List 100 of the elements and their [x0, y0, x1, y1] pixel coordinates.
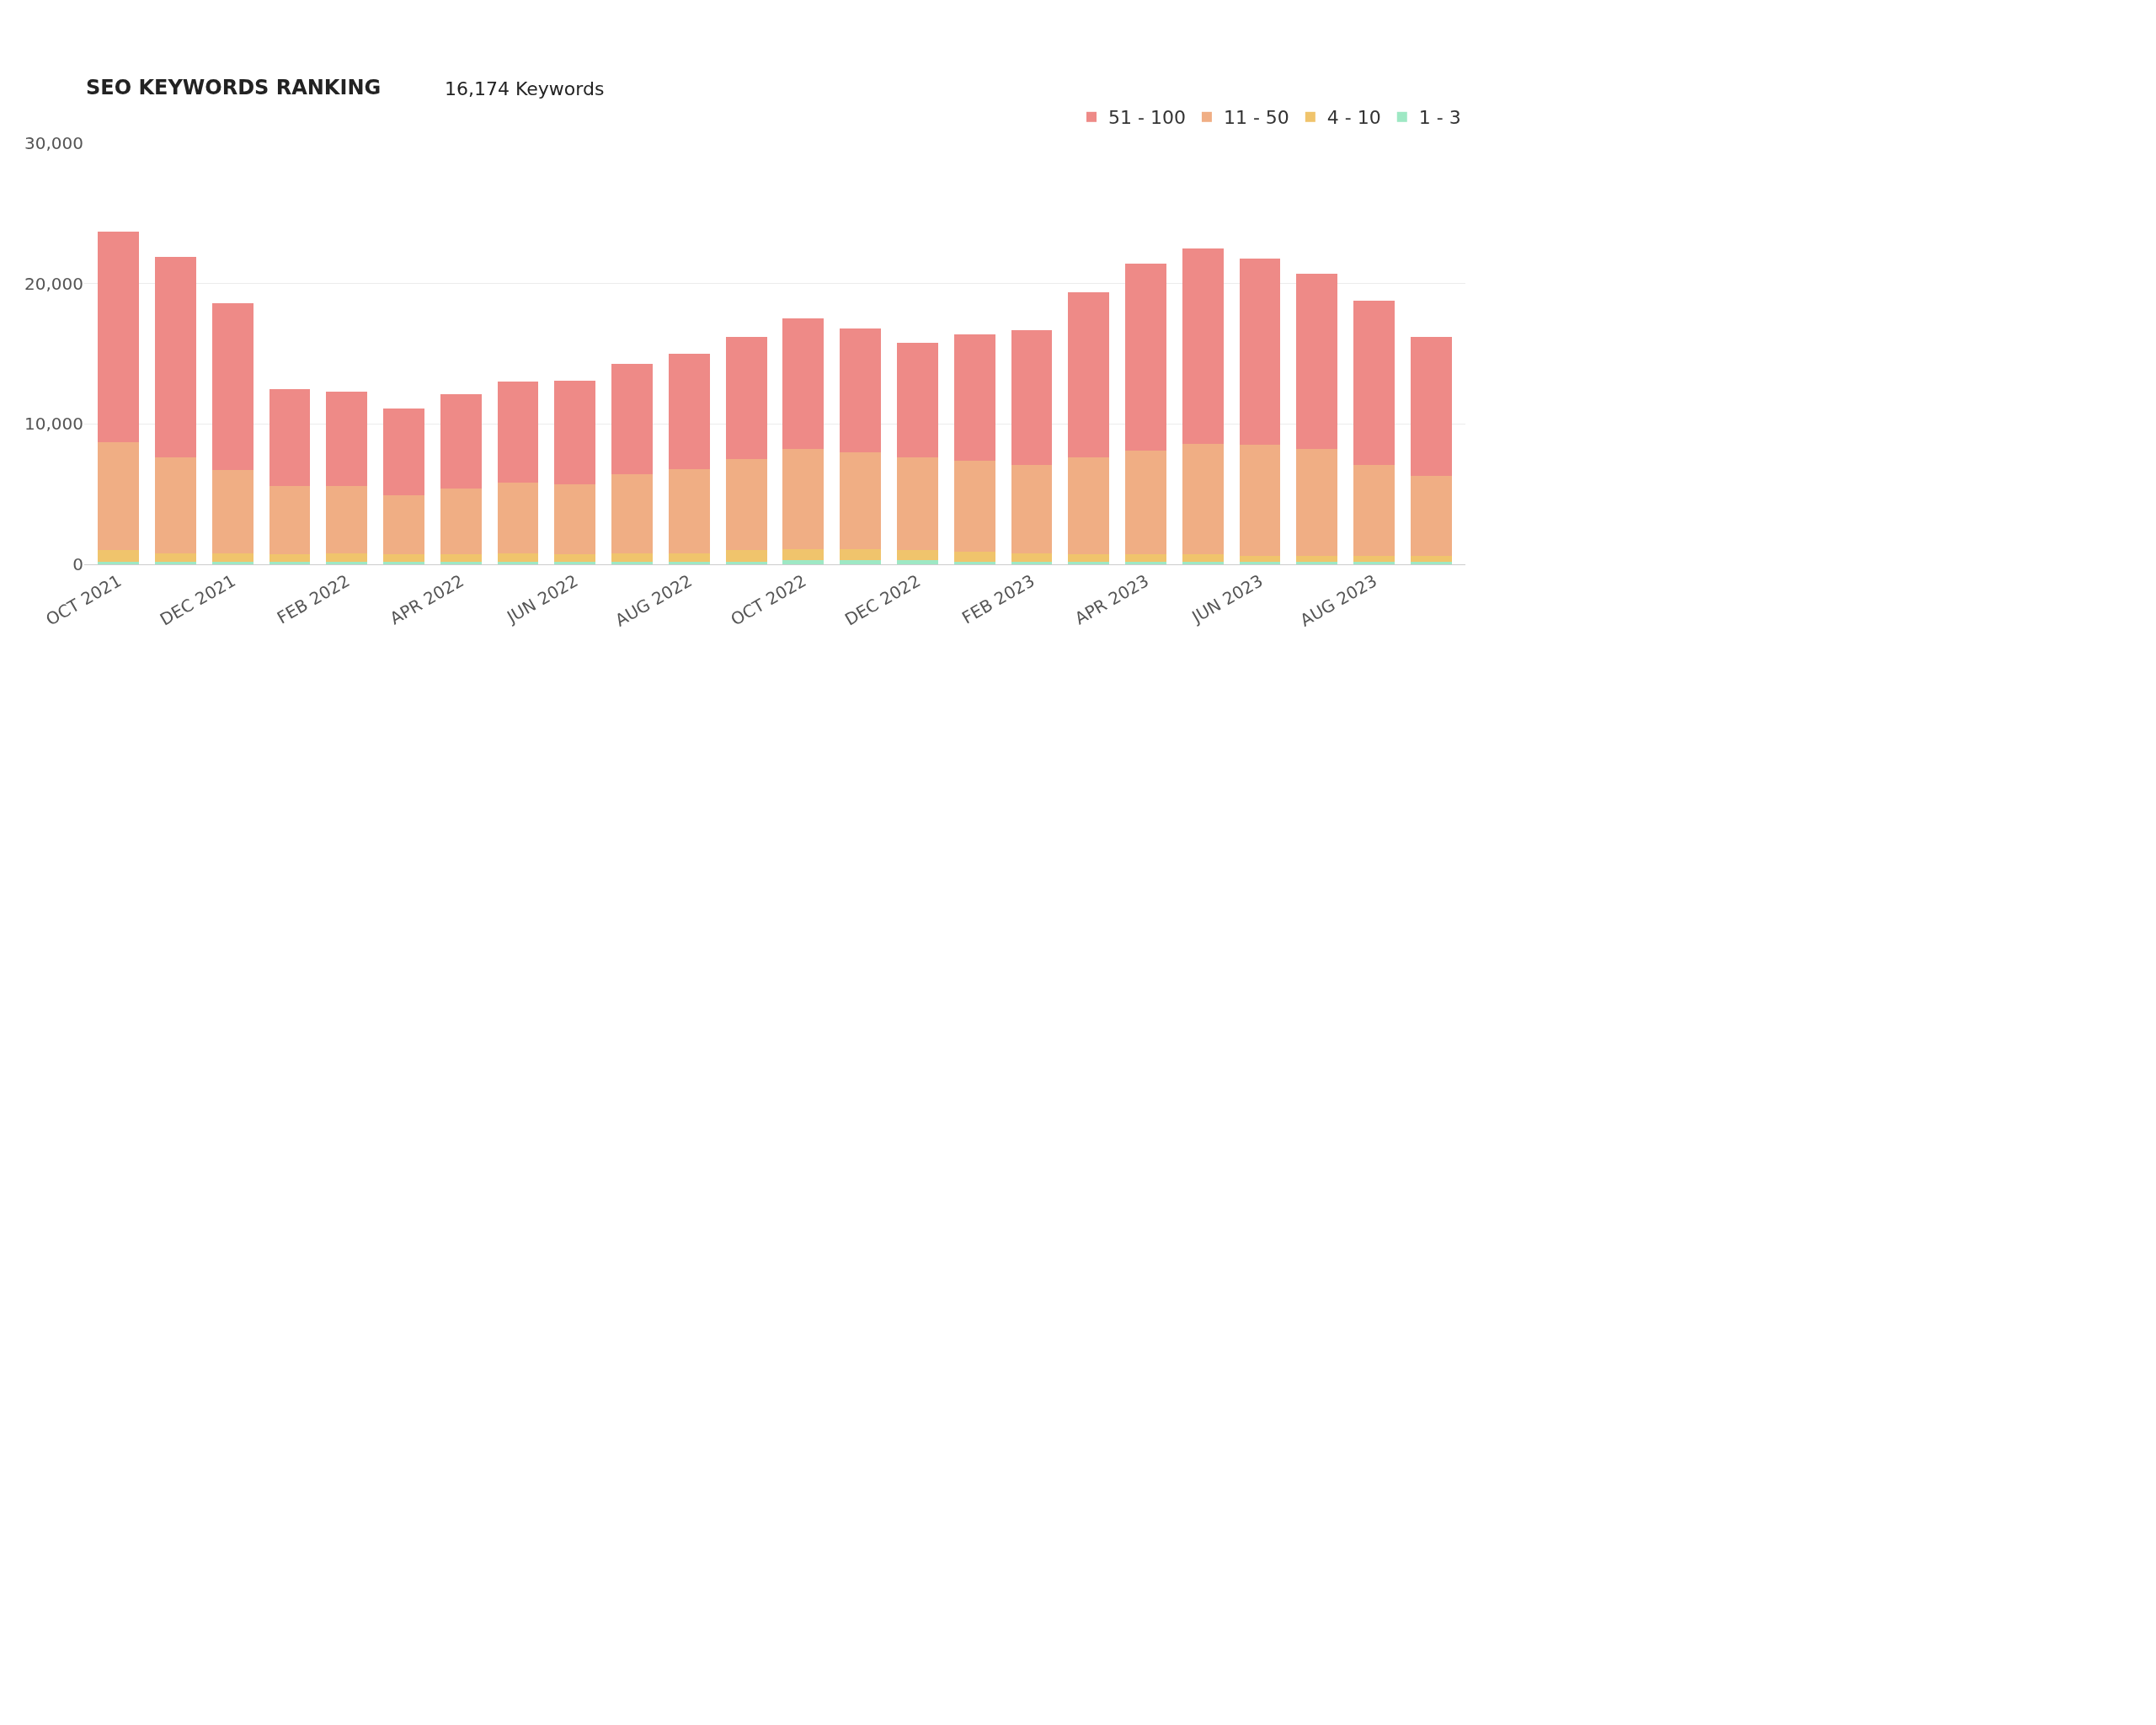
bar [1011, 329, 1053, 465]
bar [1239, 556, 1281, 562]
bar [1068, 554, 1110, 562]
bar [1410, 556, 1452, 562]
bar [897, 560, 938, 564]
bar [1239, 258, 1281, 446]
bar [269, 388, 311, 486]
bar [497, 483, 539, 553]
legend-label: 1 - 3 [1418, 107, 1461, 129]
bar [326, 561, 368, 564]
bar [725, 459, 767, 551]
bar [897, 342, 938, 458]
bar [1353, 464, 1395, 556]
bar [782, 548, 825, 560]
bar [1410, 476, 1452, 556]
bar [840, 560, 882, 564]
y-tick-label: 30,000 [24, 133, 83, 153]
bar [1068, 457, 1110, 555]
bar [1011, 464, 1053, 553]
bar [725, 337, 767, 459]
bar [554, 561, 596, 564]
bar [782, 318, 825, 450]
y-tick-label: 0 [72, 554, 83, 574]
bar [269, 554, 311, 562]
bar [440, 561, 482, 564]
bar [1353, 300, 1395, 465]
bar [1410, 561, 1452, 564]
bar [611, 474, 653, 553]
bar [897, 457, 938, 551]
bar [155, 561, 196, 564]
bar [497, 382, 539, 483]
bar [953, 561, 995, 564]
bar [611, 561, 653, 564]
bar [211, 470, 253, 553]
bar [554, 484, 596, 555]
bar [554, 380, 596, 484]
bar [840, 451, 882, 549]
bar [269, 485, 311, 555]
legend-label: 4 - 10 [1326, 107, 1381, 129]
bar [98, 442, 140, 551]
bar [326, 553, 368, 562]
bar [440, 394, 482, 489]
bar [953, 334, 995, 461]
bar [211, 303, 253, 471]
bar [1353, 556, 1395, 562]
y-tick-label: 20,000 [24, 273, 83, 294]
bar [668, 468, 710, 553]
bar [611, 363, 653, 475]
bar [1296, 561, 1338, 564]
bar [953, 552, 995, 562]
bar [383, 561, 424, 564]
bar [1239, 445, 1281, 556]
bar [1182, 248, 1224, 444]
bar [668, 561, 710, 564]
chart-title: SEO KEYWORDS RANKING [86, 76, 382, 99]
bar [782, 560, 825, 564]
bar [326, 485, 368, 553]
bar [1182, 561, 1224, 564]
bar [497, 553, 539, 562]
bar [98, 561, 140, 564]
bar [1125, 264, 1166, 451]
bar [1296, 449, 1338, 556]
bar [98, 232, 140, 442]
bar [611, 553, 653, 562]
bar [725, 561, 767, 564]
bar [1125, 561, 1166, 564]
bar [1182, 554, 1224, 562]
legend-label: 51 - 100 [1108, 107, 1186, 129]
legend-label: 11 - 50 [1223, 107, 1289, 129]
bar [211, 561, 253, 564]
bar [383, 554, 424, 562]
chart-subtitle: 16,174 Keywords [445, 78, 605, 99]
bar [668, 354, 710, 469]
bar [1011, 553, 1053, 562]
bar [953, 460, 995, 552]
bar [440, 554, 482, 562]
bar [668, 553, 710, 562]
bar [897, 550, 938, 560]
bar [554, 554, 596, 562]
bar [1068, 291, 1110, 458]
bar [840, 548, 882, 560]
bar [1125, 554, 1166, 562]
bar [1296, 274, 1338, 450]
bar [1353, 561, 1395, 564]
y-tick-label: 10,000 [24, 414, 83, 435]
bar [155, 553, 196, 562]
bar [840, 328, 882, 452]
bar [1296, 556, 1338, 562]
bar [782, 449, 825, 549]
bar [1410, 337, 1452, 476]
bar [440, 489, 482, 555]
bar [1125, 451, 1166, 555]
bar [211, 553, 253, 562]
bar [383, 409, 424, 496]
bar [383, 495, 424, 555]
bar [155, 257, 196, 458]
bar [155, 457, 196, 553]
bar [98, 550, 140, 562]
bar [1182, 443, 1224, 555]
bar [326, 392, 368, 486]
